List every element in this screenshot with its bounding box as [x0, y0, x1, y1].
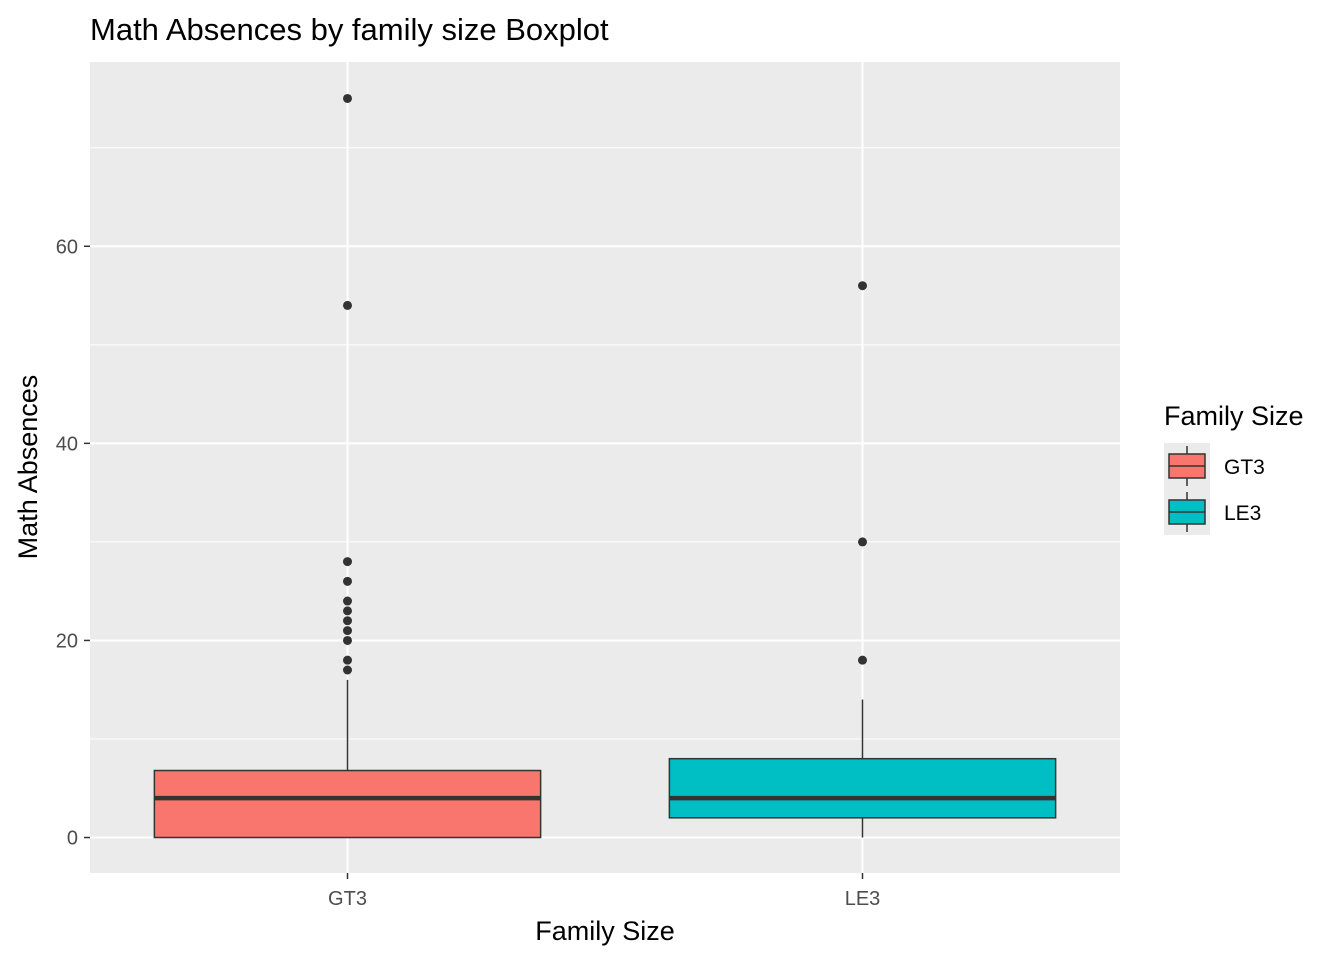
outlier-point: [343, 626, 352, 636]
box: [153, 769, 542, 839]
legend-item-gt3: GT3: [1164, 443, 1265, 489]
outlier-point: [343, 596, 352, 606]
outlier-point: [343, 606, 352, 616]
y-tick-label: 60: [56, 236, 78, 258]
outlier-point: [343, 300, 352, 310]
box-group-gt3: [153, 93, 542, 839]
y-axis-title: Math Absences: [13, 375, 43, 560]
outlier-point: [343, 635, 352, 645]
outlier-point: [343, 616, 352, 626]
box-group-le3: [668, 281, 1057, 838]
legend: Family Size GT3 LE3: [1164, 401, 1304, 535]
axis-layer: 0 20 40 60 GT3 LE3: [56, 236, 881, 910]
outlier-point: [858, 281, 867, 291]
x-tick-label: LE3: [845, 888, 881, 910]
y-tick-label: 40: [56, 433, 78, 455]
x-axis-title: Family Size: [535, 916, 675, 946]
box: [668, 757, 1057, 819]
y-tick-label: 20: [56, 630, 78, 652]
legend-items: GT3 LE3: [1164, 443, 1265, 535]
plot-panel: [90, 62, 1120, 873]
legend-item-le3: LE3: [1164, 489, 1261, 535]
y-tick-label: 0: [67, 828, 78, 850]
legend-label: LE3: [1224, 502, 1261, 525]
chart-title: Math Absences by family size Boxplot: [90, 12, 609, 47]
outlier-point: [343, 93, 352, 103]
x-tick-label: GT3: [328, 888, 367, 910]
outlier-point: [343, 576, 352, 586]
outlier-point: [343, 655, 352, 665]
legend-label: GT3: [1224, 456, 1265, 479]
legend-title: Family Size: [1164, 401, 1304, 431]
outlier-point: [343, 665, 352, 675]
outlier-point: [343, 557, 352, 567]
outlier-point: [858, 537, 867, 547]
outlier-point: [858, 655, 867, 665]
box-layer: [153, 93, 1057, 839]
